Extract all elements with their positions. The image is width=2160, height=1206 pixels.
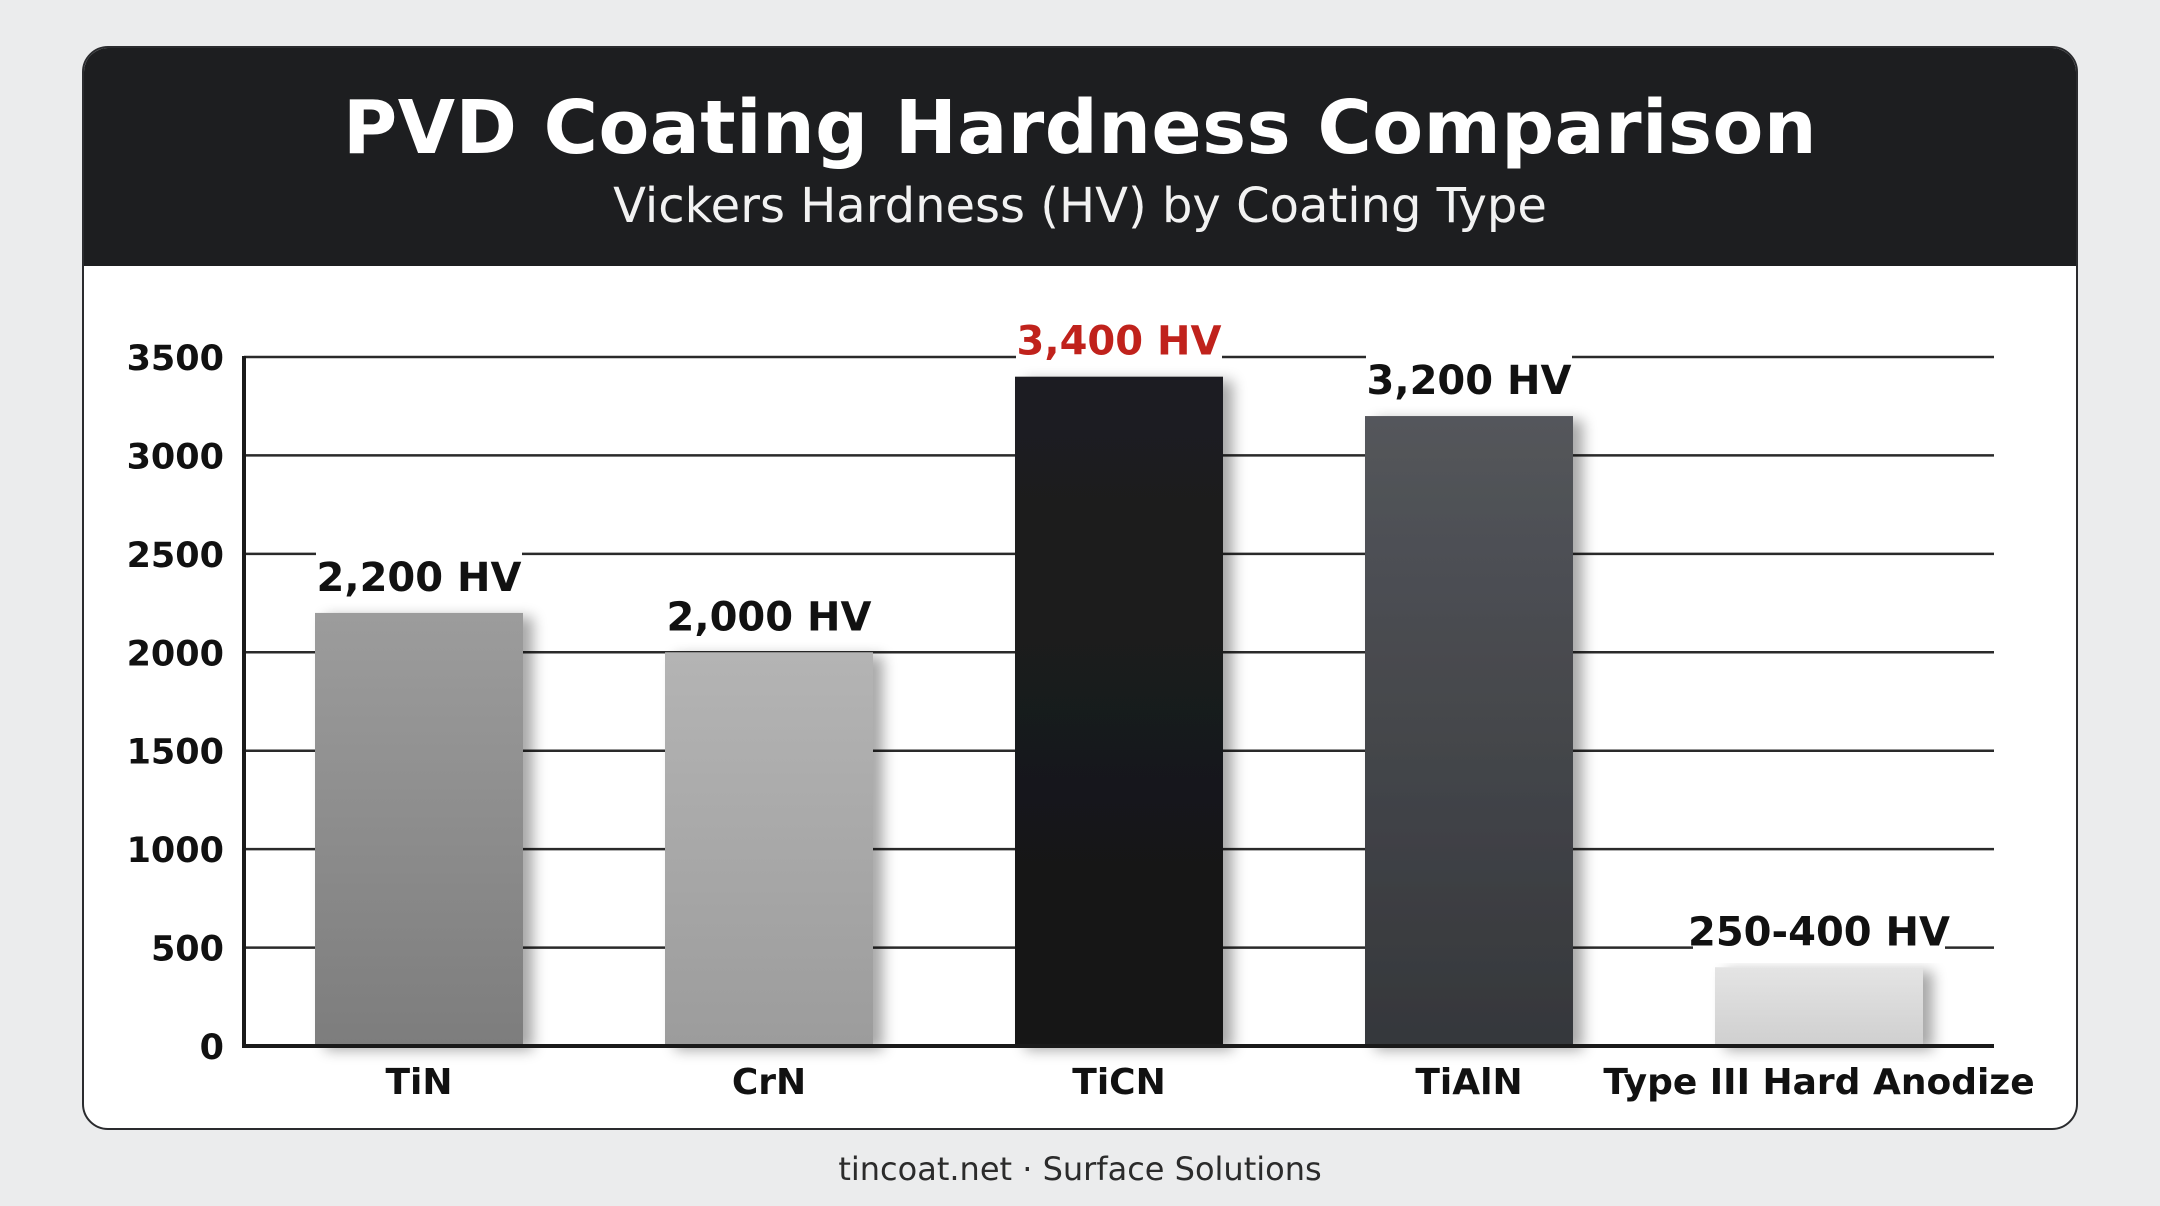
value-label-backdrop-2: [1016, 312, 1222, 367]
y-tick-label-2000: 2000: [127, 634, 224, 674]
value-label-backdrop-1: [666, 588, 872, 643]
value-label-4: 250-400 HV: [1688, 909, 1950, 955]
y-tick-label-500: 500: [151, 930, 224, 970]
chart-subtitle: Vickers Hardness (HV) by Coating Type: [613, 178, 1547, 234]
y-tick-label-3000: 3000: [127, 437, 224, 477]
bar-ticn: [1015, 376, 1223, 1047]
value-label-1: 2,000 HV: [667, 594, 872, 640]
x-tick-label-0: TiN: [385, 1062, 452, 1103]
value-label-backdrop-3: [1366, 352, 1572, 407]
value-label-0: 2,200 HV: [317, 555, 522, 601]
bar-type-iii-hard-anodize: [1715, 967, 1923, 1046]
y-tick-label-1000: 1000: [127, 831, 224, 871]
y-tick-label-1500: 1500: [127, 733, 224, 773]
chart-title: PVD Coating Hardness Comparison: [342, 85, 1818, 171]
x-tick-label-4: Type III Hard Anodize: [1603, 1062, 2034, 1103]
value-label-2: 3,400 HV: [1017, 319, 1222, 365]
y-tick-label-0: 0: [200, 1028, 224, 1068]
chart-header: PVD Coating Hardness Comparison Vickers …: [84, 48, 2076, 266]
bar-tialn: [1365, 416, 1573, 1046]
footer-credit: tincoat.net · Surface Solutions: [838, 1150, 1322, 1188]
axes: 0 500 1000 1500 2000 2500 3000 3500: [127, 339, 1994, 1068]
bar-crn: [665, 652, 873, 1046]
x-tick-label-1: CrN: [732, 1062, 806, 1103]
x-tick-label-2: TiCN: [1072, 1062, 1165, 1103]
bar-tin: [315, 612, 523, 1046]
y-tick-label-3500: 3500: [127, 339, 224, 379]
value-label-backdrop-4: [1693, 903, 1945, 958]
bars: [315, 376, 1923, 1047]
labels: 2,200 HV TiN 2,000 HV CrN 3,400 HV TiCN 3,200 …: [316, 312, 2035, 1103]
value-label-backdrop-0: [316, 548, 522, 603]
y-tick-label-2500: 2500: [127, 536, 224, 576]
x-tick-label-3: TiAlN: [1415, 1062, 1522, 1103]
value-label-3: 3,200 HV: [1367, 358, 1572, 404]
